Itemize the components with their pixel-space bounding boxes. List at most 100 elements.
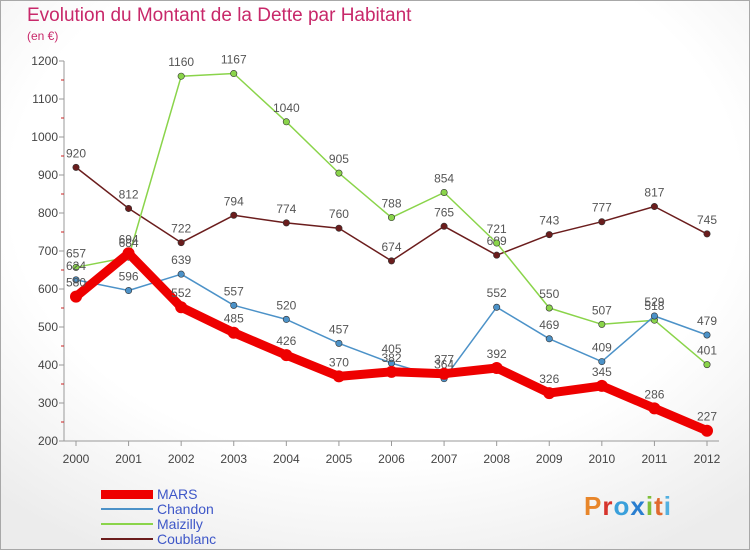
data-point-coublanc	[650, 203, 658, 211]
data-point-chandon	[335, 339, 343, 347]
y-tick-label: 300	[38, 396, 58, 410]
data-point-maizilly	[440, 188, 448, 196]
data-label-coublanc: 794	[224, 194, 244, 208]
x-tick-label: 2000	[63, 452, 90, 466]
data-point-maizilly	[335, 169, 343, 177]
data-point-coublanc	[598, 218, 606, 226]
data-point-mars	[490, 362, 503, 375]
legend-swatch	[101, 489, 153, 499]
data-label-maizilly: 684	[119, 236, 139, 250]
legend-swatch	[101, 538, 153, 540]
data-point-chandon	[493, 303, 501, 311]
data-point-chandon	[125, 287, 133, 295]
chart-title: Evolution du Montant de la Dette par Hab…	[27, 5, 412, 26]
x-tick-label: 2010	[588, 452, 615, 466]
legend-label: MARS	[157, 486, 198, 502]
y-tick-label: 1200	[31, 54, 58, 68]
data-label-coublanc: 722	[171, 222, 191, 236]
data-label-coublanc: 812	[119, 187, 139, 201]
data-point-coublanc	[177, 239, 185, 247]
data-point-mars	[385, 365, 398, 378]
data-label-maizilly: 550	[539, 287, 559, 301]
x-tick-label: 2012	[694, 452, 721, 466]
data-label-maizilly: 905	[329, 152, 349, 166]
data-label-coublanc: 743	[539, 214, 559, 228]
data-point-coublanc	[545, 231, 553, 239]
data-point-coublanc	[335, 224, 343, 232]
data-label-mars: 326	[539, 372, 559, 386]
data-point-chandon	[72, 276, 80, 284]
data-label-coublanc: 765	[434, 205, 454, 219]
data-point-chandon	[282, 315, 290, 323]
data-label-mars: 552	[171, 286, 191, 300]
data-label-chandon: 552	[487, 286, 507, 300]
x-tick-label: 2005	[326, 452, 353, 466]
y-tick-label: 600	[38, 282, 58, 296]
data-point-mars	[122, 247, 135, 260]
data-label-mars: 694	[119, 232, 139, 246]
data-point-chandon	[650, 312, 658, 320]
data-point-maizilly	[493, 239, 501, 247]
legend-swatch	[101, 508, 153, 510]
data-point-maizilly	[72, 263, 80, 271]
x-tick-label: 2004	[273, 452, 300, 466]
data-point-maizilly	[598, 320, 606, 328]
data-label-mars: 377	[434, 353, 454, 367]
data-point-mars	[701, 424, 713, 437]
data-label-maizilly: 854	[434, 171, 454, 185]
data-label-mars: 286	[644, 387, 664, 401]
x-tick-label: 2011	[642, 452, 668, 466]
data-label-mars: 227	[697, 410, 717, 424]
y-tick-label: 1100	[32, 92, 58, 106]
data-label-maizilly: 401	[697, 344, 717, 358]
data-point-maizilly	[177, 72, 185, 80]
data-label-chandon: 479	[697, 314, 717, 328]
data-point-maizilly	[282, 118, 290, 126]
data-label-chandon: 557	[224, 284, 244, 298]
data-point-chandon	[545, 335, 553, 343]
x-tick-label: 2008	[483, 452, 510, 466]
data-label-mars: 392	[487, 347, 507, 361]
x-tick-label: 2007	[431, 452, 458, 466]
y-tick-label: 500	[38, 320, 58, 334]
data-point-coublanc	[72, 163, 80, 171]
data-point-mars	[280, 349, 293, 362]
data-label-mars: 485	[224, 312, 244, 326]
data-label-maizilly: 507	[592, 303, 612, 317]
data-point-mars	[595, 379, 608, 392]
y-tick-label: 1000	[31, 130, 58, 144]
data-label-coublanc: 817	[644, 186, 664, 200]
data-point-mars	[70, 290, 82, 303]
data-label-coublanc: 920	[66, 146, 86, 160]
data-label-maizilly: 1160	[168, 55, 194, 69]
data-point-chandon	[177, 270, 185, 278]
data-label-maizilly: 1040	[273, 101, 300, 115]
legend-label: Chandon	[157, 501, 214, 517]
data-point-chandon	[598, 358, 606, 366]
data-label-chandon: 596	[119, 270, 139, 284]
data-label-chandon: 624	[66, 259, 86, 273]
data-label-mars: 370	[329, 355, 349, 369]
data-label-mars: 382	[381, 351, 401, 365]
data-point-maizilly	[387, 214, 395, 222]
x-tick-label: 2003	[220, 452, 247, 466]
data-label-chandon: 639	[171, 253, 191, 267]
data-label-mars: 580	[66, 276, 86, 290]
y-tick-label: 400	[38, 358, 58, 372]
x-tick-label: 2006	[378, 452, 405, 466]
data-label-chandon: 457	[329, 322, 349, 336]
data-label-chandon: 529	[644, 295, 664, 309]
y-tick-label: 700	[38, 244, 58, 258]
legend-label: Maizilly	[157, 516, 203, 532]
data-point-coublanc	[703, 230, 711, 238]
data-label-chandon: 469	[539, 318, 559, 332]
data-point-chandon	[703, 331, 711, 339]
data-label-chandon: 364	[434, 358, 454, 372]
data-point-mars	[543, 387, 556, 400]
data-point-coublanc	[230, 211, 238, 219]
data-label-coublanc: 745	[697, 213, 717, 227]
chart-subtitle: (en €)	[27, 29, 59, 43]
